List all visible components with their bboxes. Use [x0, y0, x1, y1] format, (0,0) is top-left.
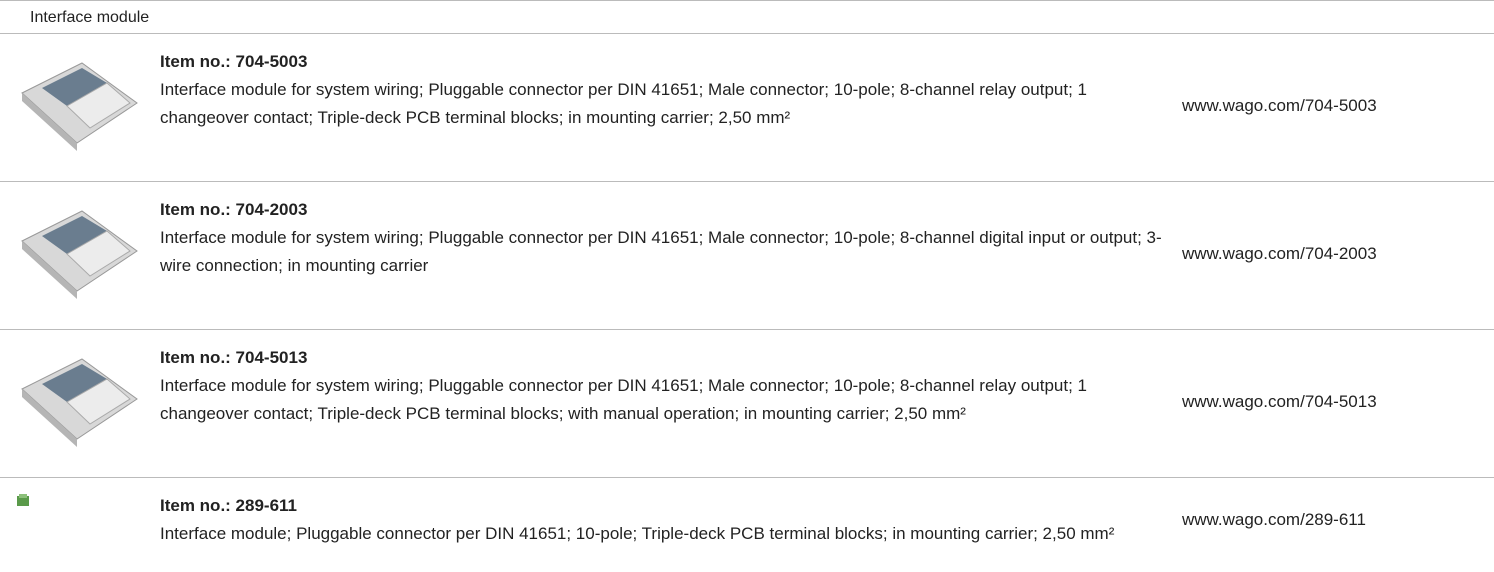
item-text: Item no.: 704-5013 Interface module for s…	[160, 344, 1170, 459]
item-number: Item no.: 704-2003	[160, 200, 308, 219]
item-number: Item no.: 704-5013	[160, 348, 308, 367]
image-cell	[0, 344, 160, 459]
item-url: www.wago.com/704-5003	[1170, 48, 1494, 163]
item-number: Item no.: 289-611	[160, 496, 298, 515]
item-number: Item no.: 704-5003	[160, 52, 308, 71]
item-row: Item no.: 289-611 Interface module; Plugg…	[0, 478, 1494, 566]
item-text: Item no.: 704-2003 Interface module for s…	[160, 196, 1170, 311]
product-image	[21, 62, 138, 151]
item-description: Interface module for system wiring; Plug…	[160, 228, 1162, 275]
section-title: Interface module	[30, 9, 150, 26]
section-header: Interface module	[0, 0, 1494, 34]
item-row: Item no.: 704-2003 Interface module for s…	[0, 182, 1494, 330]
item-description: Interface module for system wiring; Plug…	[160, 376, 1088, 423]
image-cell	[0, 492, 160, 548]
item-row: Item no.: 704-5013 Interface module for s…	[0, 330, 1494, 478]
item-link[interactable]: www.wago.com/704-5003	[1182, 95, 1377, 115]
item-link[interactable]: www.wago.com/289-611	[1182, 510, 1366, 529]
item-description: Interface module for system wiring; Plug…	[160, 80, 1088, 127]
product-icon	[17, 494, 29, 506]
item-description: Interface module; Pluggable connector pe…	[160, 524, 1115, 543]
item-url: www.wago.com/289-611	[1170, 492, 1494, 548]
product-image	[21, 210, 138, 299]
item-text: Item no.: 289-611 Interface module; Plugg…	[160, 492, 1170, 548]
item-link[interactable]: www.wago.com/704-2003	[1182, 243, 1377, 263]
item-row: Item no.: 704-5003 Interface module for s…	[0, 34, 1494, 182]
item-link[interactable]: www.wago.com/704-5013	[1182, 391, 1377, 411]
item-url: www.wago.com/704-5013	[1170, 344, 1494, 459]
product-image	[21, 358, 138, 447]
image-cell	[0, 48, 160, 163]
image-cell	[0, 196, 160, 311]
item-text: Item no.: 704-5003 Interface module for s…	[160, 48, 1170, 163]
item-url: www.wago.com/704-2003	[1170, 196, 1494, 311]
item-list: Item no.: 704-5003 Interface module for s…	[0, 34, 1494, 566]
